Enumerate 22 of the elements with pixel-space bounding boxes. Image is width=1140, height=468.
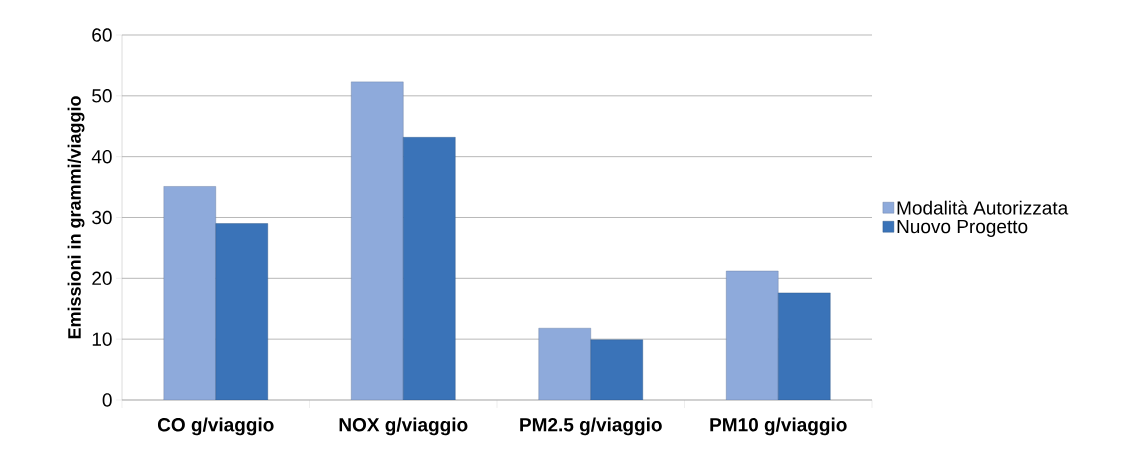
y-tick-label: 30 <box>92 210 112 225</box>
bar <box>778 292 831 400</box>
bar <box>403 137 456 400</box>
x-tick-label: NOX g/viaggio <box>339 417 468 436</box>
legend-label: Modalità Autorizzata <box>897 200 1069 215</box>
bar <box>726 270 779 400</box>
legend-label: Nuovo Progetto <box>897 219 1028 237</box>
bar <box>538 328 591 400</box>
bar <box>163 186 216 400</box>
y-tick-label: 50 <box>92 89 112 103</box>
y-tick-label: 0 <box>102 393 112 407</box>
y-tick-label: 60 <box>92 28 112 42</box>
y-tick-label: 20 <box>92 271 112 286</box>
x-tick-label: PM10 g/viaggio <box>710 417 847 436</box>
x-tick-label: PM2.5 g/viaggio <box>520 417 662 436</box>
y-tick-label: 10 <box>92 332 112 346</box>
y-tick-label: 40 <box>91 149 112 164</box>
bar <box>351 81 404 400</box>
bar <box>215 223 268 400</box>
x-tick-label: CO g/viaggio <box>157 417 274 436</box>
bar <box>590 339 643 400</box>
y-axis-title: Emissioni in grammi/viaggio <box>67 96 85 339</box>
